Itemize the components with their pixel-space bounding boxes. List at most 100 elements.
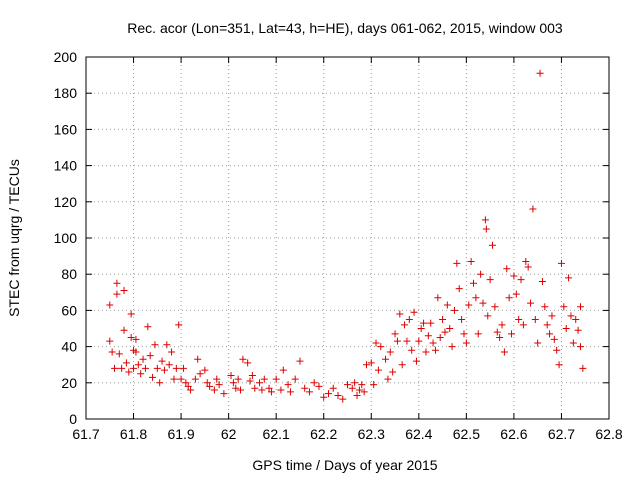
grid bbox=[86, 57, 609, 419]
data-point bbox=[246, 377, 254, 385]
data-point bbox=[412, 357, 420, 365]
data-point bbox=[553, 346, 561, 354]
data-point bbox=[111, 364, 119, 372]
data-point bbox=[450, 306, 458, 314]
data-point bbox=[122, 359, 130, 367]
data-point bbox=[498, 321, 506, 329]
data-point bbox=[389, 368, 397, 376]
data-point bbox=[479, 299, 487, 307]
data-point bbox=[401, 321, 409, 329]
data-point bbox=[210, 386, 218, 394]
data-point bbox=[522, 258, 530, 266]
data-point bbox=[106, 337, 114, 345]
data-point bbox=[344, 381, 351, 389]
data-point bbox=[203, 379, 211, 387]
data-point bbox=[125, 368, 133, 376]
data-point bbox=[465, 301, 473, 309]
data-point bbox=[353, 391, 361, 399]
data-point bbox=[310, 379, 318, 387]
data-point bbox=[415, 337, 423, 345]
data-point bbox=[455, 285, 463, 293]
data-point bbox=[168, 348, 176, 356]
data-point bbox=[472, 294, 480, 302]
data-point bbox=[120, 286, 128, 294]
data-point bbox=[427, 319, 435, 327]
data-point bbox=[439, 315, 447, 323]
data-point bbox=[557, 259, 565, 267]
data-point bbox=[576, 303, 584, 311]
y-tick-label: 80 bbox=[61, 266, 77, 282]
data-point bbox=[462, 339, 470, 347]
data-point bbox=[546, 330, 554, 338]
data-point bbox=[446, 325, 454, 332]
x-tick-label: 62.3 bbox=[358, 426, 385, 442]
y-tick-label: 200 bbox=[54, 49, 78, 65]
data-point bbox=[286, 388, 294, 396]
data-point bbox=[441, 328, 449, 336]
data-point bbox=[384, 375, 392, 383]
data-point bbox=[429, 339, 437, 347]
data-point bbox=[132, 335, 140, 343]
data-point bbox=[156, 379, 164, 387]
y-tick-label: 40 bbox=[61, 339, 77, 355]
data-point bbox=[508, 330, 516, 338]
data-point bbox=[398, 361, 406, 369]
data-point bbox=[163, 341, 171, 349]
x-tick-label: 62.4 bbox=[405, 426, 432, 442]
data-point bbox=[424, 332, 432, 340]
data-point bbox=[417, 325, 425, 332]
data-point bbox=[370, 381, 378, 389]
y-tick-label: 120 bbox=[54, 194, 78, 210]
data-point bbox=[408, 346, 416, 354]
data-point bbox=[153, 364, 161, 372]
axis-ticks bbox=[85, 56, 610, 420]
data-point bbox=[467, 258, 475, 266]
data-point bbox=[367, 359, 375, 367]
data-point bbox=[396, 310, 404, 318]
x-tick-label: 62.6 bbox=[500, 426, 527, 442]
data-point bbox=[422, 348, 430, 356]
data-point bbox=[458, 315, 466, 323]
data-point bbox=[108, 348, 116, 356]
data-point bbox=[229, 379, 237, 387]
data-point bbox=[284, 381, 292, 389]
data-point bbox=[486, 276, 494, 284]
data-point bbox=[191, 375, 199, 383]
data-point bbox=[512, 290, 520, 298]
data-point bbox=[118, 364, 126, 372]
data-point bbox=[541, 303, 549, 311]
data-point bbox=[391, 330, 399, 338]
data-point bbox=[324, 390, 332, 398]
data-point bbox=[358, 381, 366, 389]
y-tick-label: 0 bbox=[69, 411, 77, 427]
data-point bbox=[305, 388, 313, 396]
data-point bbox=[527, 299, 535, 307]
data-point bbox=[348, 384, 356, 392]
data-point bbox=[201, 366, 209, 374]
data-point bbox=[139, 355, 147, 363]
data-point bbox=[529, 205, 537, 213]
data-points bbox=[106, 69, 587, 403]
x-tick-label: 62.8 bbox=[595, 426, 622, 442]
data-point bbox=[215, 381, 223, 389]
data-point bbox=[555, 361, 563, 369]
x-tick-label: 61.7 bbox=[72, 426, 99, 442]
data-point bbox=[315, 382, 323, 390]
data-point bbox=[363, 361, 371, 369]
data-point bbox=[360, 388, 368, 396]
data-point bbox=[127, 310, 135, 318]
data-point bbox=[127, 334, 135, 342]
x-tick-label: 62.2 bbox=[310, 426, 337, 442]
data-point bbox=[258, 386, 266, 394]
x-tick-label: 62.5 bbox=[453, 426, 480, 442]
data-point bbox=[265, 384, 273, 392]
data-point bbox=[393, 337, 401, 345]
data-point bbox=[562, 325, 570, 332]
x-tick-label: 61.8 bbox=[120, 426, 147, 442]
data-point bbox=[434, 294, 442, 302]
data-point bbox=[329, 384, 337, 392]
y-tick-label: 60 bbox=[61, 302, 77, 318]
data-point bbox=[493, 328, 501, 336]
data-point bbox=[301, 384, 309, 392]
